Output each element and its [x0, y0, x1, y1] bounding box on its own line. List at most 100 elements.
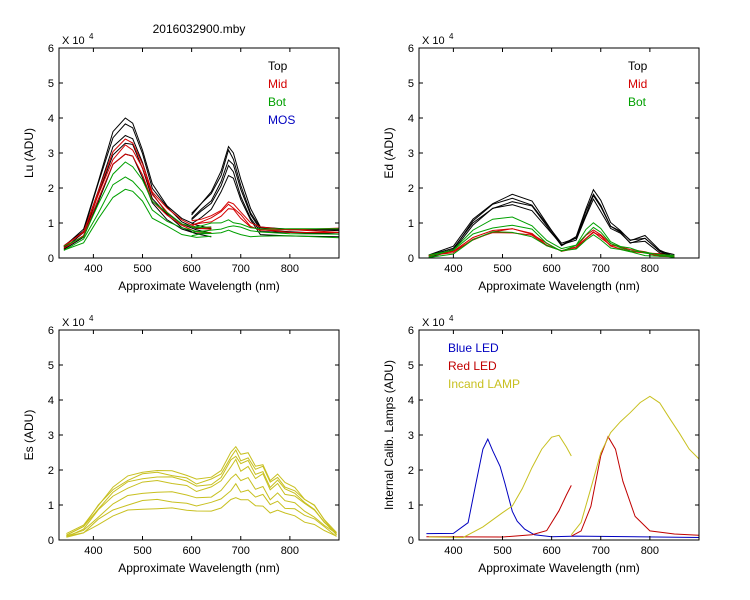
- y-tick-label: 0: [408, 535, 414, 547]
- series-mid-line: [191, 208, 339, 233]
- series-blue-led-line: [426, 437, 699, 538]
- series-bot-line: [191, 225, 339, 235]
- y-axis-label: Ed (ADU): [382, 127, 396, 178]
- x-tick-label: 700: [592, 545, 610, 557]
- legend-entry: Top: [628, 59, 648, 73]
- y-tick-label: 2: [48, 465, 54, 477]
- y-tick-label: 6: [408, 325, 414, 337]
- series-top-line: [191, 148, 339, 232]
- y-multiplier-exponent: 4: [89, 32, 94, 41]
- panel-lu: 0 1 2 3 4 5 6 400 500 600 700 800 X 10 4 Approximate W…: [22, 32, 340, 293]
- y-multiplier-exponent: 4: [89, 314, 94, 323]
- series-mid-line: [63, 153, 212, 249]
- x-tick-label: 400: [444, 545, 462, 557]
- plot-frame: [58, 329, 340, 541]
- x-tick-label: 500: [133, 263, 151, 275]
- y-tick-label: 1: [408, 500, 414, 512]
- series-mid-line: [428, 231, 675, 258]
- y-tick-label: 4: [48, 395, 54, 407]
- y-axis-label: Lu (ADU): [22, 128, 36, 178]
- x-tick-label: 500: [133, 545, 151, 557]
- x-tick-label: 800: [281, 263, 299, 275]
- y-tick-label: 1: [48, 218, 54, 230]
- y-tick-label: 3: [408, 148, 414, 160]
- y-tick-label: 4: [408, 113, 414, 125]
- series-es-line: [66, 455, 337, 536]
- series-es-line: [66, 482, 337, 538]
- x-tick-label: 500: [493, 263, 511, 275]
- series-red-led-line: [426, 485, 572, 538]
- y-tick-label: 6: [408, 43, 414, 55]
- series-bot-line: [428, 231, 675, 258]
- x-axis-label: Approximate Wavelength (nm): [478, 561, 640, 575]
- legend-entry: Mid: [268, 77, 287, 91]
- series-group: [63, 117, 339, 251]
- y-multiplier: X 10: [422, 35, 445, 47]
- legend-entry: Mid: [628, 77, 647, 91]
- y-tick-label: 4: [408, 395, 414, 407]
- legend-entry: Blue LED: [448, 341, 499, 355]
- y-tick-label: 2: [48, 183, 54, 195]
- y-tick-label: 3: [48, 430, 54, 442]
- series-incand-lamp-line: [570, 395, 699, 536]
- series-top-line: [428, 193, 675, 257]
- legend-entry: Bot: [628, 95, 647, 109]
- series-es-line: [66, 497, 337, 537]
- series-bot-line: [63, 161, 212, 247]
- y-tick-label: 0: [408, 253, 414, 265]
- legend-entry: Red LED: [448, 359, 497, 373]
- y-tick-label: 0: [48, 535, 54, 547]
- y-tick-label: 2: [408, 465, 414, 477]
- y-multiplier: X 10: [62, 35, 85, 47]
- legend-entry: MOS: [268, 113, 295, 127]
- series-bot-line: [63, 176, 212, 251]
- series-top-line: [63, 153, 212, 250]
- y-multiplier: X 10: [422, 317, 445, 329]
- x-tick-label: 600: [182, 263, 200, 275]
- series-incand-lamp-line: [428, 434, 572, 539]
- legend-entry: Top: [268, 59, 288, 73]
- series-es-line: [66, 448, 337, 536]
- x-tick-label: 700: [232, 545, 250, 557]
- y-multiplier-exponent: 4: [449, 32, 454, 41]
- y-tick-label: 5: [48, 360, 54, 372]
- panel-es: 0 1 2 3 4 5 6 400 500 600 700 800 X 10 4 Approximate W…: [22, 314, 340, 575]
- x-tick-label: 500: [493, 545, 511, 557]
- x-tick-label: 400: [444, 263, 462, 275]
- x-tick-label: 800: [281, 545, 299, 557]
- series-mid-line: [63, 138, 212, 247]
- series-bot-line: [63, 188, 212, 251]
- x-tick-label: 700: [232, 263, 250, 275]
- series-top-line: [428, 198, 675, 258]
- series-es-line: [66, 458, 337, 538]
- y-tick-label: 6: [48, 325, 54, 337]
- series-bot-line: [191, 229, 339, 239]
- x-tick-label: 400: [84, 545, 102, 557]
- y-axis-label: Internal Calib. Lamps (ADU): [382, 360, 396, 510]
- x-tick-label: 600: [182, 545, 200, 557]
- series-bot-line: [191, 219, 339, 230]
- x-axis-label: Approximate Wavelength (nm): [478, 279, 640, 293]
- y-axis-label: Es (ADU): [22, 410, 36, 461]
- series-top-line: [191, 174, 339, 238]
- plot-frame: [418, 47, 700, 259]
- x-tick-label: 800: [641, 263, 659, 275]
- x-axis-label: Approximate Wavelength (nm): [118, 561, 280, 575]
- y-tick-label: 3: [48, 148, 54, 160]
- legend-entry: Incand LAMP: [448, 377, 520, 391]
- panel-lamps: 0 1 2 3 4 5 6 400 500 600 700 800 X 10 4 Approximate W…: [382, 314, 700, 575]
- y-tick-label: 5: [408, 360, 414, 372]
- series-group: [426, 395, 699, 539]
- panel-ed: 0 1 2 3 4 5 6 400 500 600 700 800 X 10 4 Approximate W…: [382, 32, 700, 293]
- series-es-line: [66, 473, 337, 537]
- y-tick-label: 1: [408, 218, 414, 230]
- y-tick-label: 0: [48, 253, 54, 265]
- series-group: [66, 445, 337, 538]
- x-tick-label: 600: [542, 545, 560, 557]
- series-bot-line: [428, 216, 675, 258]
- series-group: [428, 188, 675, 258]
- y-tick-label: 5: [408, 78, 414, 90]
- x-tick-label: 600: [542, 263, 560, 275]
- y-tick-label: 1: [48, 500, 54, 512]
